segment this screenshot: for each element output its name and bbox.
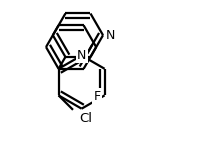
- Text: F: F: [94, 90, 101, 103]
- Text: N: N: [77, 48, 86, 62]
- Text: N: N: [106, 29, 115, 42]
- Text: Cl: Cl: [79, 112, 92, 125]
